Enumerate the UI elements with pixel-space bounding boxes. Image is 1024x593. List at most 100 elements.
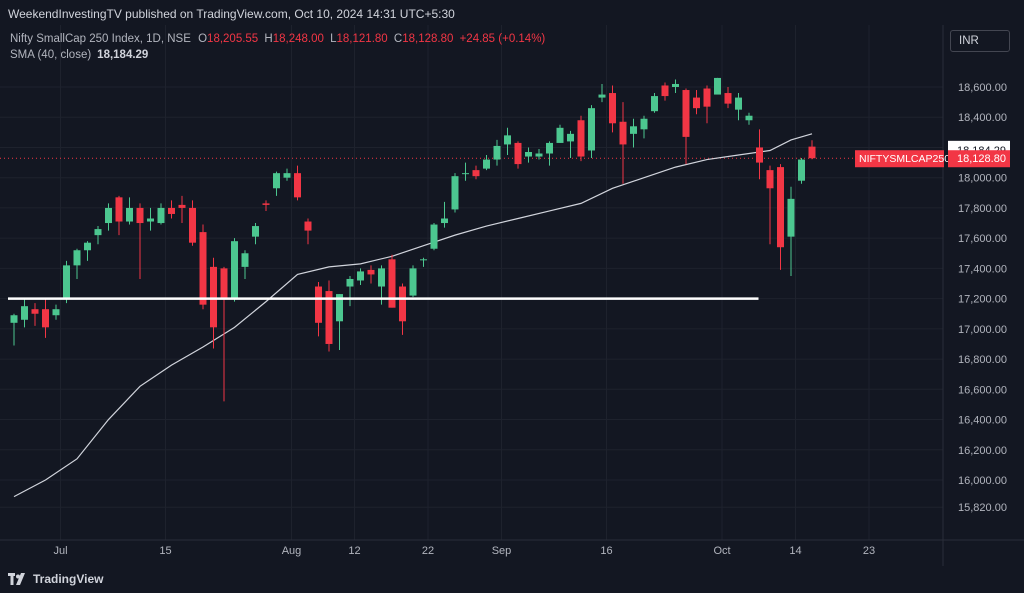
candle-body[interactable] [367, 269, 375, 275]
candle-body[interactable] [199, 232, 207, 305]
chart-area[interactable]: 15,820.00 16,000.00 16,200.00 16,400.00 16,6… [0, 25, 1024, 566]
candle-body[interactable] [577, 120, 585, 157]
candle-body[interactable] [462, 173, 469, 175]
candle-body[interactable] [661, 85, 669, 97]
candle-body[interactable] [535, 153, 543, 157]
candle-body[interactable] [703, 88, 711, 107]
candle-body[interactable] [252, 226, 259, 237]
candle-body[interactable] [315, 286, 322, 323]
candle-body[interactable] [693, 97, 700, 109]
candle-body[interactable] [546, 142, 553, 154]
y-tick-label: 17,200.00 [958, 294, 1007, 306]
symbol-title: Nifty SmallCap 250 Index, 1D, NSE [10, 33, 191, 45]
last-price-text: 18,128.80 [957, 153, 1006, 165]
candle-body[interactable] [735, 97, 742, 110]
low-label: L [330, 33, 337, 45]
candle-body[interactable] [147, 218, 154, 222]
candle-body[interactable] [640, 118, 648, 130]
candle-body[interactable] [619, 121, 627, 145]
candle-body[interactable] [483, 159, 490, 169]
candle-body[interactable] [609, 93, 616, 124]
candle-body[interactable] [115, 197, 123, 222]
price-chart[interactable]: 15,820.00 16,000.00 16,200.00 16,400.00 16,6… [0, 25, 1024, 566]
candle-body[interactable] [756, 147, 763, 163]
candle-body[interactable] [168, 207, 175, 214]
open-label: O [198, 33, 208, 45]
tradingview-logo[interactable]: TradingView [8, 570, 103, 588]
y-tick-label: 17,400.00 [958, 263, 1007, 275]
candle-body[interactable] [651, 96, 658, 112]
candle-body[interactable] [766, 170, 774, 189]
candle-body[interactable] [346, 278, 354, 287]
sma-line[interactable] [13, 133, 813, 498]
candle-body[interactable] [441, 218, 448, 224]
candle-body[interactable] [220, 268, 228, 299]
currency-button[interactable]: INR [950, 30, 1010, 52]
candle-body[interactable] [787, 198, 795, 237]
candle-body[interactable] [21, 306, 28, 320]
x-tick-label: Jul [53, 545, 67, 557]
candle-body[interactable] [567, 133, 574, 142]
symbol-text: NIFTYSMLCAP250 [859, 153, 950, 165]
candle-body[interactable] [241, 253, 249, 267]
candle-body[interactable] [31, 309, 39, 314]
candle-body[interactable] [273, 173, 280, 189]
candle-body[interactable] [378, 268, 385, 287]
candle-body[interactable] [105, 207, 112, 224]
candle-body[interactable] [336, 294, 343, 322]
candle-body[interactable] [283, 173, 291, 178]
candle-body[interactable] [588, 108, 595, 151]
symbol-badge [855, 150, 944, 168]
candle-body[interactable] [420, 259, 427, 261]
high-value: 18,248.00 [272, 33, 324, 45]
candle-body[interactable] [10, 315, 18, 323]
candle-body[interactable] [73, 250, 81, 266]
candle-body[interactable] [52, 309, 60, 316]
y-tick-label: 18,400.00 [958, 112, 1007, 124]
candle-body[interactable] [294, 173, 301, 198]
candle-body[interactable] [598, 94, 606, 98]
candle-body[interactable] [798, 159, 805, 181]
candle-body[interactable] [451, 176, 459, 210]
candle-body[interactable] [94, 229, 102, 236]
candle-body[interactable] [409, 268, 417, 296]
candle-body[interactable] [42, 309, 49, 328]
candle-body[interactable] [189, 207, 196, 243]
candle-body[interactable] [556, 127, 564, 143]
candle-body[interactable] [714, 77, 721, 95]
candle-body[interactable] [325, 291, 333, 344]
x-tick-label: 16 [600, 545, 612, 557]
candle-body[interactable] [262, 203, 270, 205]
candle-body[interactable] [493, 145, 501, 160]
candle-body[interactable] [231, 241, 238, 299]
candle-body[interactable] [514, 142, 522, 165]
candle-body[interactable] [525, 151, 532, 157]
candle-body[interactable] [672, 83, 679, 87]
candle-body[interactable] [210, 266, 217, 328]
candle-body[interactable] [630, 126, 637, 134]
candle-body[interactable] [136, 207, 144, 224]
candle-body[interactable] [126, 207, 133, 222]
candle-body[interactable] [724, 93, 732, 104]
candle-body[interactable] [388, 259, 396, 308]
candle-body[interactable] [682, 90, 690, 137]
candle-body[interactable] [430, 224, 438, 249]
tradingview-brand: TradingView [33, 572, 104, 586]
close-value: 18,128.80 [402, 33, 454, 45]
candle-body[interactable] [777, 167, 784, 248]
candle-body[interactable] [357, 271, 364, 281]
candle-body[interactable] [63, 265, 70, 299]
candle-body[interactable] [84, 242, 91, 251]
candle-body[interactable] [472, 170, 480, 177]
chart-legend: Nifty SmallCap 250 Index, 1D, NSE O18,20… [10, 31, 545, 63]
candle-body[interactable] [399, 286, 406, 322]
candle-body[interactable] [504, 135, 511, 145]
candle-body[interactable] [808, 146, 816, 159]
y-tick-label: 17,000.00 [958, 324, 1007, 336]
candle-body[interactable] [745, 115, 753, 121]
change-value: +24.85 (+0.14%) [459, 33, 546, 45]
sma-row[interactable]: SMA (40, close) 18,184.29 [10, 47, 545, 63]
candle-body[interactable] [157, 207, 165, 224]
candle-body[interactable] [304, 221, 312, 231]
candle-body[interactable] [178, 204, 186, 208]
